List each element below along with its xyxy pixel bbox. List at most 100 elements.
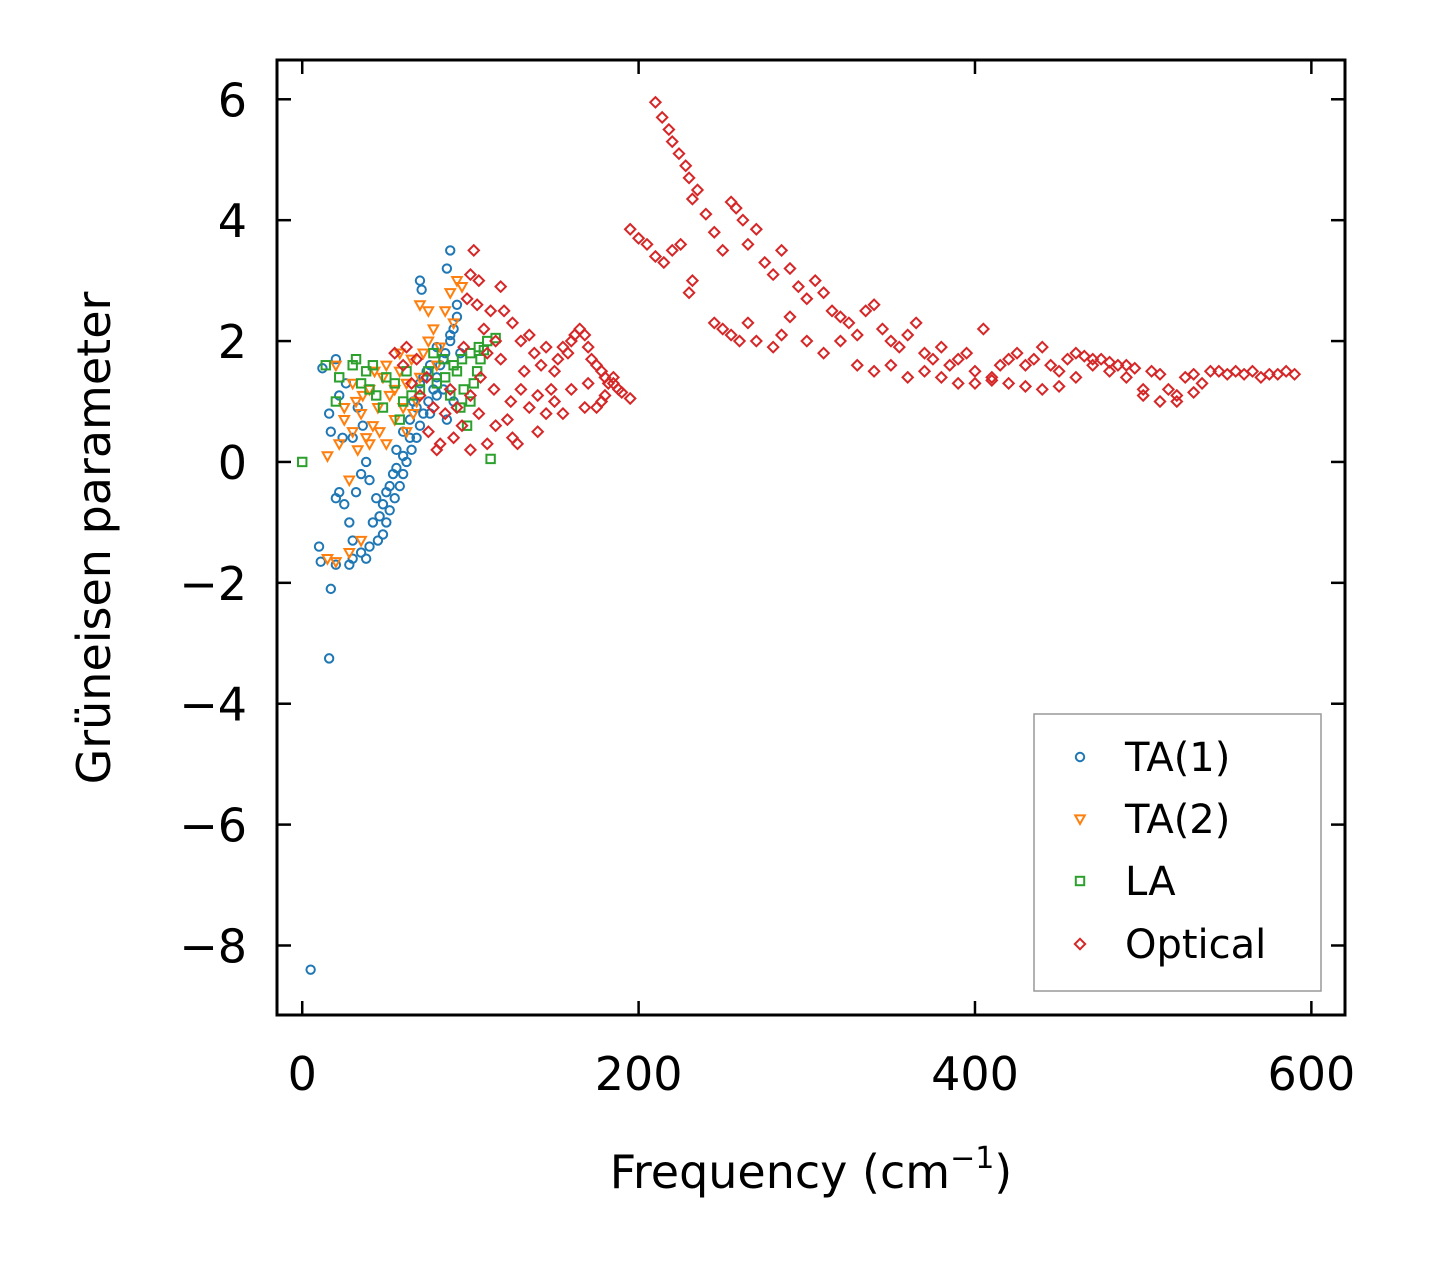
data-point [716,322,730,336]
data-point [1153,394,1167,409]
data-point [1052,364,1066,378]
data-point [389,378,400,389]
data-point [736,213,750,227]
data-point [1119,370,1133,384]
data-point [1094,352,1108,366]
data-point [505,316,520,330]
data-point [850,328,864,342]
data-point [360,366,372,377]
data-point [463,388,478,403]
data-point [685,274,700,288]
data-point [450,276,464,288]
y-tick-label: −2 [179,557,247,611]
data-point [416,348,430,361]
data-point [1195,376,1209,390]
x-axis-label: Frequency (cm−1) [610,1141,1013,1199]
data-point [547,394,562,409]
data-point [934,370,948,384]
data-point [323,653,335,664]
data-point [1010,346,1024,360]
plot-frame [275,58,1347,1017]
data-point [354,535,368,548]
data-point [414,420,426,431]
y-tick-label: −6 [179,799,247,853]
data-point [455,402,466,413]
data-point [406,444,417,456]
data-point [993,358,1007,372]
data-point [682,171,696,185]
data-point [411,432,422,443]
data-point [467,243,481,258]
data-point [497,304,511,318]
data-point [337,415,351,427]
data-point [514,334,528,348]
data-point [355,378,367,389]
data-point [463,443,478,457]
data-point [1287,367,1302,381]
data-point [514,382,528,397]
data-point [446,431,461,445]
data-point [732,334,747,348]
data-point [391,462,402,474]
data-point [1128,361,1142,375]
data-point [368,366,382,379]
data-point [409,352,424,366]
legend-marker [1073,814,1087,827]
data-point [1077,349,1091,363]
data-point [431,378,442,389]
data-point [438,353,449,365]
data-point [371,493,382,504]
data-point [816,346,831,360]
y-axis-label: Grüneisen parameter [67,291,121,784]
data-point [397,396,409,407]
data-point [951,352,965,366]
data-point [665,243,679,258]
data-point [1111,358,1125,372]
data-point [1086,358,1100,372]
data-point [349,396,363,409]
data-point [416,284,427,295]
data-point [833,334,848,348]
data-point [1018,358,1033,372]
data-point [1170,394,1184,409]
data-point [384,480,395,492]
legend-label: LA [1125,859,1176,905]
data-point [749,334,763,348]
data-point [439,372,451,383]
data-point [741,316,755,330]
data-point [356,390,370,403]
data-point [631,231,646,245]
data-point [707,316,721,330]
data-point [976,322,991,336]
x-tick-label: 400 [931,1047,1019,1101]
data-point [959,346,974,360]
data-point [433,437,447,451]
data-point [581,376,595,390]
data-point [313,541,325,552]
data-point [578,400,592,415]
data-point [640,237,654,251]
data-point [400,378,414,391]
legend-label: TA(1) [1124,735,1230,781]
data-point [1170,388,1184,403]
data-point [884,334,898,348]
data-point [505,431,520,445]
data-point [439,347,451,359]
data-point [1144,364,1159,378]
data-point [615,385,629,400]
data-point [774,328,789,342]
data-point [334,486,345,498]
data-point [534,358,548,372]
data-point [451,366,463,377]
data-point [364,384,375,395]
data-point [325,426,337,437]
data-point [329,557,343,569]
data-point [397,468,409,480]
data-point [758,255,772,270]
data-point [456,353,468,365]
data-point [648,249,663,264]
data-point [808,274,822,288]
data-point [917,346,932,360]
data-point [445,329,456,341]
y-tick-label: 4 [218,194,247,248]
